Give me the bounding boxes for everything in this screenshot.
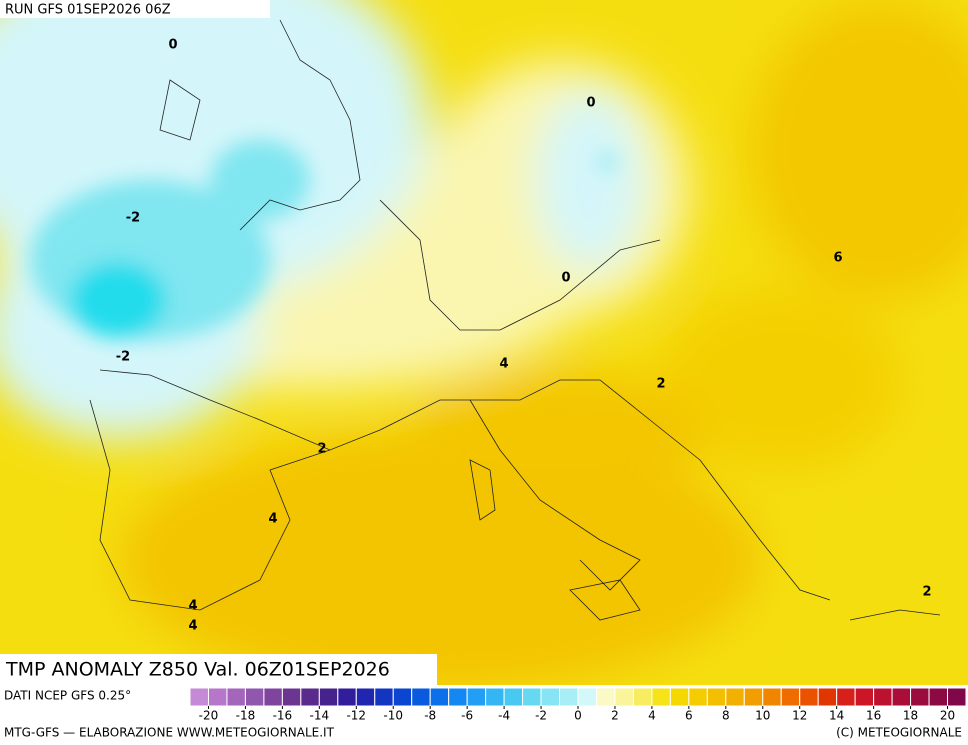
color-swatch (263, 687, 283, 707)
color-swatch (614, 687, 634, 707)
color-swatch (540, 687, 561, 707)
color-swatch (928, 687, 949, 707)
color-swatch (448, 687, 468, 707)
color-swatch (725, 687, 745, 707)
color-swatch (207, 687, 228, 707)
run-label: RUN GFS 01SEP2026 06Z (5, 3, 171, 18)
color-swatch (337, 687, 357, 707)
tick-label: 0 (574, 709, 582, 723)
color-swatch (485, 687, 505, 707)
color-swatch (947, 687, 967, 707)
color-swatch (466, 687, 487, 707)
color-swatch (891, 687, 912, 707)
tick-label: -12 (346, 709, 366, 723)
contour-labels: 0 0 -2 0 6 -2 4 2 2 4 4 4 2 (116, 38, 932, 634)
color-swatch (318, 687, 339, 707)
colorbar: -20 -18 -16 -14 -12 -10 -8 -6 -4 -2 0 2 4 6 8 10 12 14 16 1… (189, 687, 967, 723)
color-swatch (669, 687, 690, 707)
contour-label: 2 (317, 442, 326, 457)
contour-label: 4 (188, 599, 197, 614)
footer-right: (C) METEOGIORNALE (836, 726, 962, 740)
contour-label: 4 (268, 512, 277, 527)
color-swatch (411, 687, 431, 707)
map-title: TMP ANOMALY Z850 Val. 06Z01SEP2026 (5, 659, 390, 681)
tick-label: -18 (236, 709, 256, 723)
color-swatch (910, 687, 930, 707)
tick-label: -4 (498, 709, 510, 723)
footer-left: MTG-GFS — ELABORAZIONE WWW.METEOGIORNALE… (4, 726, 335, 740)
tick-label: -20 (199, 709, 219, 723)
color-swatch (226, 687, 246, 707)
color-swatch (522, 687, 542, 707)
tick-label: -14 (310, 709, 330, 723)
color-swatch (799, 687, 819, 707)
tick-label: 8 (722, 709, 730, 723)
color-swatch (706, 687, 727, 707)
color-swatch (244, 687, 265, 707)
tick-label: -10 (383, 709, 403, 723)
tick-label: 20 (940, 709, 955, 723)
color-swatch (392, 687, 413, 707)
tick-label: -8 (424, 709, 436, 723)
color-swatch (300, 687, 320, 707)
contour-label: 4 (188, 619, 197, 634)
color-swatch (743, 687, 764, 707)
tick-label: 10 (755, 709, 770, 723)
tick-label: -16 (273, 709, 293, 723)
tick-label: 18 (903, 709, 918, 723)
map (0, 0, 968, 685)
tick-label: 12 (792, 709, 807, 723)
contour-label: 2 (656, 377, 665, 392)
run-box (0, 0, 270, 18)
tick-label: -6 (461, 709, 473, 723)
tick-label: -2 (535, 709, 547, 723)
contour-label: 6 (833, 251, 842, 266)
color-swatch (780, 687, 801, 707)
title-box (0, 654, 437, 685)
contour-label: -2 (116, 350, 130, 365)
contour-label: 2 (922, 585, 931, 600)
color-swatch (503, 687, 524, 707)
contour-label: 4 (499, 357, 508, 372)
color-swatch (762, 687, 782, 707)
color-swatch (355, 687, 376, 707)
color-swatch (632, 687, 653, 707)
color-swatch (577, 687, 597, 707)
data-source: DATI NCEP GFS 0.25° (4, 689, 131, 703)
contour-label: 0 (168, 38, 177, 53)
color-swatch (281, 687, 302, 707)
color-swatch (429, 687, 450, 707)
color-swatch (836, 687, 856, 707)
contour-label: 0 (561, 271, 570, 286)
tick-label: 6 (685, 709, 693, 723)
contour-label: 0 (586, 96, 595, 111)
tick-label: 14 (829, 709, 844, 723)
tick-label: 2 (611, 709, 619, 723)
color-swatch (189, 687, 209, 707)
color-swatch (651, 687, 671, 707)
contour-label: -2 (126, 211, 140, 226)
color-swatch (854, 687, 875, 707)
tick-label: 16 (866, 709, 881, 723)
color-swatch (873, 687, 893, 707)
tick-label: 4 (648, 709, 656, 723)
color-swatch (595, 687, 616, 707)
color-swatch (688, 687, 708, 707)
color-swatch (559, 687, 579, 707)
color-swatch (374, 687, 394, 707)
color-swatch (817, 687, 838, 707)
